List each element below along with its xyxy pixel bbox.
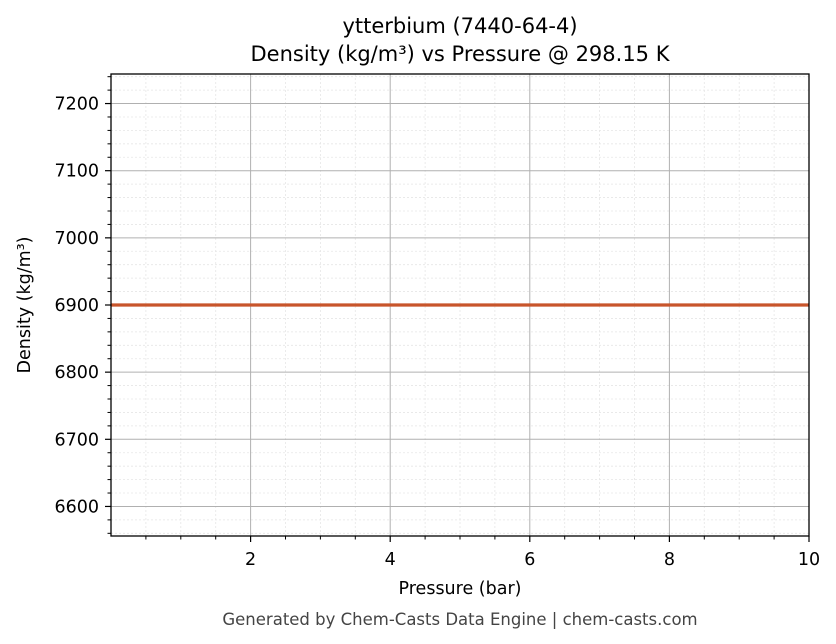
y-tick-label: 7100	[54, 162, 99, 182]
y-axis: 6600 6700 6800 6900 7000 7100 7200	[54, 76, 111, 534]
x-axis-label: Pressure (bar)	[399, 579, 522, 599]
chart-subtitle: Density (kg/m³) vs Pressure @ 298.15 K	[250, 42, 670, 66]
x-tick-label: 6	[524, 550, 535, 570]
x-tick-label: 4	[385, 550, 396, 570]
footer-credit: Generated by Chem-Casts Data Engine | ch…	[222, 610, 697, 629]
y-tick-label: 7000	[54, 229, 99, 249]
y-tick-label: 6900	[54, 296, 99, 316]
chart-title: ytterbium (7440-64-4)	[342, 14, 577, 38]
y-tick-label: 6700	[54, 430, 99, 450]
y-tick-label: 7200	[54, 95, 99, 115]
y-axis-label: Density (kg/m³)	[15, 237, 35, 374]
minor-grid	[111, 74, 809, 536]
y-tick-label: 6800	[54, 363, 99, 383]
y-tick-label: 6600	[54, 497, 99, 517]
x-tick-label: 8	[664, 550, 675, 570]
x-tick-label: 2	[245, 550, 256, 570]
x-axis: 2 4 6 8 10	[145, 536, 820, 570]
x-tick-label: 10	[798, 550, 820, 570]
